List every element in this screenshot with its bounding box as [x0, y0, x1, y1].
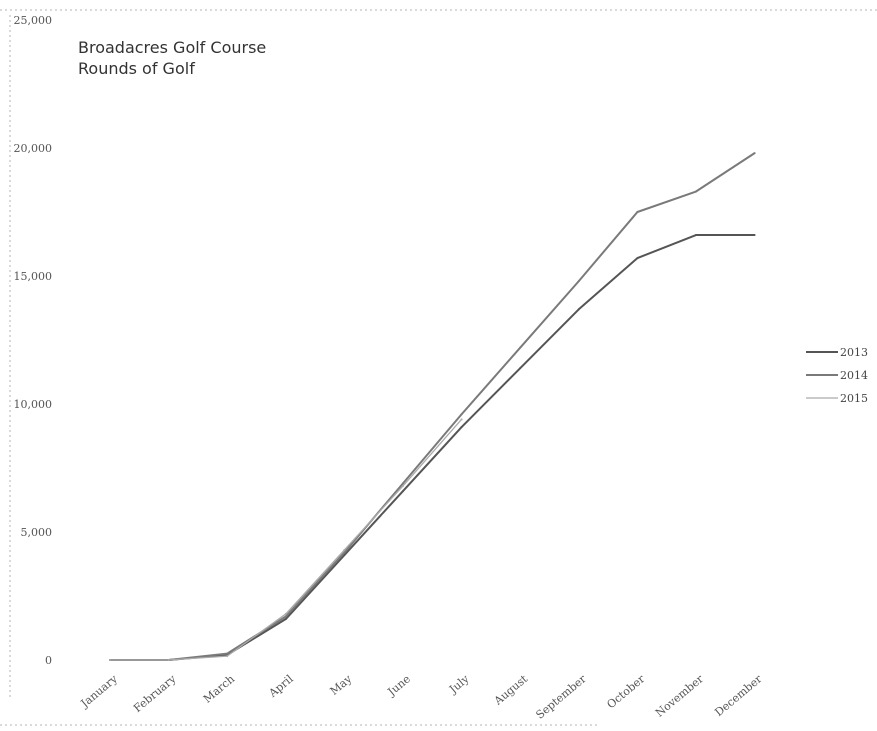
data-point-2013: [695, 234, 697, 237]
series-line-2013: [110, 234, 755, 661]
data-point-2015: [343, 548, 346, 551]
x-tick-label: June: [385, 672, 413, 699]
data-point-2014: [695, 190, 697, 193]
y-tick-label: 10,000: [14, 398, 53, 411]
legend: 2013 2014 2015: [806, 346, 868, 405]
x-tick-label: April: [266, 672, 296, 700]
y-axis: 0 5,000 10,000 15,000 20,000 25,000: [14, 14, 53, 667]
legend-label: 2014: [840, 369, 868, 382]
x-tick-label: December: [712, 672, 765, 719]
data-point-2015: [284, 612, 287, 615]
data-point-2015: [167, 659, 170, 661]
chart-subtitle: Rounds of Golf: [78, 59, 195, 78]
data-point-2015: [402, 484, 404, 487]
data-point-2013: [343, 554, 346, 557]
data-point-2015: [226, 655, 229, 658]
data-point-2013: [460, 426, 463, 429]
y-tick-label: 25,000: [14, 14, 53, 27]
x-tick-label: February: [131, 672, 179, 715]
data-point-2014: [343, 551, 346, 554]
x-tick-label: January: [78, 672, 121, 711]
data-point-2013: [753, 234, 756, 237]
data-point-2014: [636, 211, 639, 213]
x-tick-label: October: [604, 672, 647, 711]
x-tick-label: August: [491, 672, 531, 708]
y-tick-label: 15,000: [14, 270, 53, 283]
x-tick-label: July: [446, 672, 472, 697]
data-point-2014: [226, 652, 229, 655]
series-line-2014: [110, 152, 756, 661]
series-line-2015: [110, 418, 463, 661]
data-point-2014: [460, 413, 463, 416]
x-tick-label: March: [201, 672, 237, 705]
data-point-2013: [402, 490, 404, 493]
data-point-2015: [109, 659, 111, 661]
data-point-2015: [460, 418, 463, 421]
y-tick-label: 0: [45, 654, 52, 667]
data-point-2013: [519, 367, 522, 370]
data-point-2014: [402, 482, 404, 485]
x-tick-label: November: [653, 672, 707, 720]
legend-label: 2013: [840, 346, 868, 359]
data-point-2014: [577, 280, 580, 283]
data-point-2014: [753, 152, 756, 155]
x-tick-label: September: [533, 672, 589, 722]
series-lines: [109, 152, 756, 661]
data-point-2013: [284, 618, 287, 621]
chart-title: Broadacres Golf Course: [78, 38, 266, 57]
x-axis: January February March April May June July Augu…: [78, 672, 765, 722]
legend-label: 2015: [840, 392, 868, 405]
x-tick-label: May: [328, 672, 355, 698]
data-point-2014: [519, 346, 522, 349]
data-point-2013: [577, 308, 580, 311]
y-tick-label: 5,000: [21, 526, 53, 539]
y-tick-label: 20,000: [14, 142, 53, 155]
data-point-2014: [284, 615, 287, 618]
data-point-2013: [636, 257, 639, 260]
